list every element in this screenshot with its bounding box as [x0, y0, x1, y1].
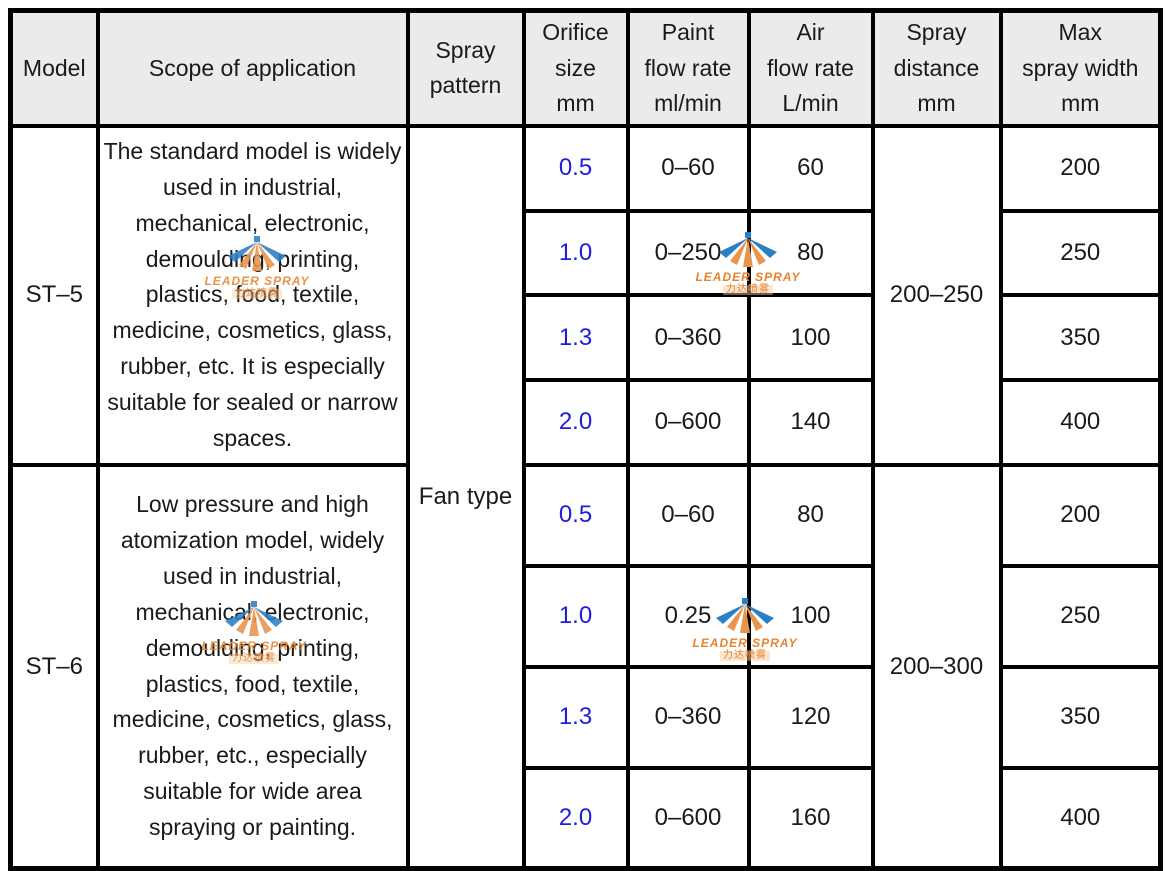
- orifice-cell: 2.0: [521, 765, 630, 871]
- paint-flow-cell: 0–600: [625, 378, 751, 467]
- header-scope-label: Scope of application: [148, 54, 357, 81]
- max-width-cell: 200: [998, 123, 1163, 213]
- paint-flow-cell: 0–250: [625, 208, 751, 298]
- max-width-cell: 350: [998, 664, 1163, 770]
- air-flow-cell: 80: [746, 208, 875, 298]
- header-model-label: Model: [22, 54, 86, 81]
- header-row: Model Scope of application Spray pattern…: [8, 8, 1163, 128]
- header-orifice-size: Orifice size mm: [521, 8, 630, 128]
- header-paint-flow-rate: Paint flow rate ml/min: [625, 8, 751, 128]
- header-scope: Scope of application: [95, 8, 410, 128]
- max-width-cell: 350: [998, 293, 1163, 383]
- header-air-flow-rate: Air flow rate L/min: [746, 8, 875, 128]
- paint-flow-cell: 0–360: [625, 664, 751, 770]
- scope-cell-st5: The standard model is widely used in ind…: [95, 123, 410, 467]
- table-row: 2.0 0–600 160 400: [11, 765, 1163, 871]
- paint-flow-cell: 0–600: [625, 765, 751, 871]
- paint-flow-cell: 0–60: [625, 123, 751, 213]
- orifice-cell: 0.5: [521, 123, 630, 213]
- table-row: 1.3 0–360 100 350: [11, 293, 1163, 383]
- max-width-cell: 250: [998, 208, 1163, 298]
- scope-cell-st6: Low pressure and high atomization model,…: [95, 462, 410, 871]
- orifice-cell: 1.0: [521, 563, 630, 669]
- max-width-cell: 250: [998, 563, 1163, 669]
- orifice-cell: 0.5: [521, 462, 630, 568]
- air-flow-cell: 80: [746, 462, 875, 568]
- orifice-cell: 1.3: [521, 293, 630, 383]
- spray-distance-cell-st6: 200–300: [870, 462, 1003, 871]
- table-row: 2.0 0–600 140 400: [11, 378, 1163, 467]
- spray-distance-cell-st5: 200–250: [870, 123, 1003, 467]
- orifice-cell: 2.0: [521, 378, 630, 467]
- orifice-cell: 1.3: [521, 664, 630, 770]
- header-model: Model: [8, 8, 100, 128]
- air-flow-cell: 100: [746, 563, 875, 669]
- orifice-cell: 1.0: [521, 208, 630, 298]
- table-row: 1.3 0–360 120 350: [11, 664, 1163, 770]
- air-flow-cell: 140: [746, 378, 875, 467]
- paint-flow-cell: 0–360: [625, 293, 751, 383]
- air-flow-cell: 100: [746, 293, 875, 383]
- header-spray-distance: Spray distance mm: [870, 8, 1003, 128]
- header-spray-pattern: Spray pattern: [405, 8, 526, 128]
- table-row: ST–6 Low pressure and high atomization m…: [8, 462, 1163, 871]
- max-width-cell: 400: [998, 765, 1163, 871]
- air-flow-cell: 60: [746, 123, 875, 213]
- max-width-cell: 200: [998, 462, 1163, 568]
- paint-flow-cell: 0.25: [625, 563, 751, 669]
- model-cell-st6: ST–6: [8, 462, 100, 871]
- air-flow-cell: 160: [746, 765, 875, 871]
- header-max-spray-width: Max spray width mm: [998, 8, 1163, 128]
- max-width-cell: 400: [998, 378, 1163, 467]
- air-flow-cell: 120: [746, 664, 875, 770]
- table-row: ST–5 The standard model is widely used i…: [8, 123, 1163, 871]
- spray-pattern-cell: Fan type: [405, 123, 526, 871]
- paint-flow-cell: 0–60: [625, 462, 751, 568]
- spray-gun-spec-table: Model Scope of application Spray pattern…: [8, 8, 1163, 871]
- model-cell-st5: ST–5: [8, 123, 100, 467]
